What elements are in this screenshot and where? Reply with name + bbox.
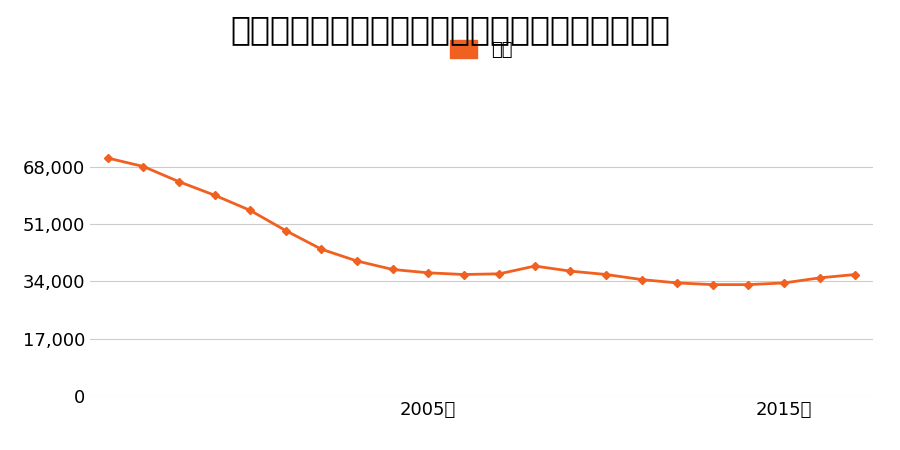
Text: 埼玉県比企郡川島町八幡６丁目１０番の地価推移: 埼玉県比企郡川島町八幡６丁目１０番の地価推移	[230, 14, 670, 46]
Legend: 価格: 価格	[443, 32, 520, 66]
